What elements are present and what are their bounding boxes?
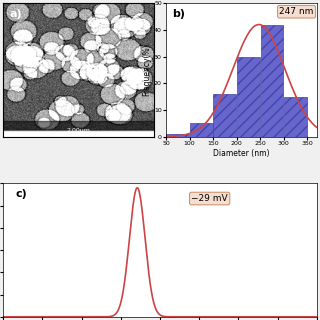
Bar <box>237 57 260 137</box>
Text: c): c) <box>16 189 28 199</box>
Y-axis label: Frequency(%): Frequency(%) <box>142 44 151 96</box>
Bar <box>260 25 284 137</box>
Text: a): a) <box>9 9 22 19</box>
Text: −29 mV: −29 mV <box>191 194 228 203</box>
X-axis label: Diameter (nm): Diameter (nm) <box>213 148 270 157</box>
Bar <box>213 94 236 137</box>
Text: b): b) <box>172 9 185 19</box>
Bar <box>166 134 189 137</box>
Text: 247 nm: 247 nm <box>279 7 314 16</box>
Bar <box>3 121 154 130</box>
Text: 2.00µm: 2.00µm <box>67 128 91 133</box>
Bar <box>284 97 307 137</box>
Bar <box>190 123 213 137</box>
